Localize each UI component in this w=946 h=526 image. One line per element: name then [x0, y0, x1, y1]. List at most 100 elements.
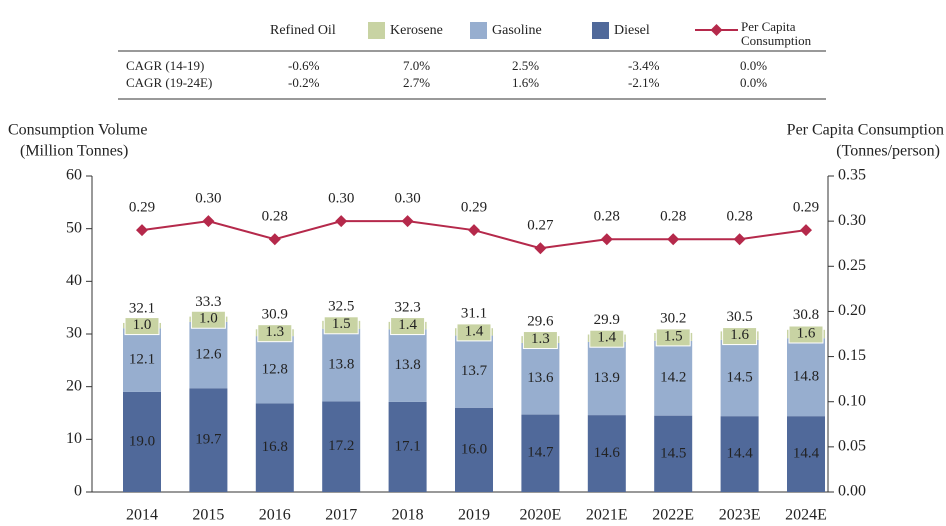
bar-segment: [654, 340, 693, 416]
x-tick-label: 2015: [192, 507, 224, 524]
y2-tick-label: 0.15: [838, 347, 866, 364]
bar-label: 14.5: [660, 445, 686, 461]
total-label: 29.6: [527, 314, 554, 330]
line-marker: [800, 224, 812, 237]
table-cell: -0.2%: [288, 75, 320, 90]
line-marker: [600, 233, 613, 246]
bar-label: 13.7: [461, 363, 488, 379]
bar-label: 1.0: [199, 311, 218, 327]
line-marker: [202, 215, 215, 228]
total-label: 31.1: [461, 306, 487, 322]
bar-label: 17.1: [394, 438, 420, 454]
label-box: [257, 324, 293, 343]
y2-tick-label: 0.25: [838, 257, 866, 274]
total-label: 32.3: [394, 299, 420, 315]
x-tick-label: 2022E: [652, 507, 694, 524]
bar-segment: [654, 415, 693, 492]
bar-label: 12.1: [129, 352, 155, 368]
bar-label: 1.3: [265, 324, 284, 340]
total-label: 32.5: [328, 298, 354, 314]
y2-axis-title: (Tonnes/person): [836, 143, 940, 160]
table-cell: 2.7%: [403, 75, 430, 90]
y2-tick-label: 0.00: [838, 483, 866, 500]
x-tick-label: 2020E: [520, 507, 562, 524]
bar-label: 12.6: [195, 347, 222, 363]
line-marker: [733, 233, 746, 246]
bar-segment: [455, 407, 493, 492]
label-box: [522, 331, 558, 350]
x-tick-label: 2014: [126, 507, 158, 524]
x-tick-label: 2024E: [785, 507, 827, 524]
line-label: 0.29: [461, 200, 487, 216]
table-cell: -3.4%: [628, 58, 660, 73]
line-label: 0.28: [660, 209, 686, 225]
bar-segment: [322, 328, 361, 402]
bar-segment: [123, 391, 161, 492]
bar-label: 14.7: [527, 445, 554, 461]
line-label: 0.30: [195, 191, 221, 207]
table-row-label: CAGR (19-24E): [126, 75, 212, 90]
bar-label: 14.8: [793, 369, 819, 385]
table-cell: 0.0%: [740, 58, 767, 73]
y-axis-title: Consumption Volume: [8, 122, 147, 139]
bar-label: 14.6: [594, 445, 621, 461]
label-box: [190, 310, 226, 329]
bar-segment: [787, 416, 825, 492]
bar-label: 17.2: [328, 438, 354, 454]
y2-axis-title: Per Capita Consumption: [787, 122, 944, 139]
label-box: [655, 328, 691, 347]
line-marker: [468, 224, 480, 237]
x-tick-label: 2023E: [719, 507, 761, 524]
x-tick-label: 2016: [259, 507, 291, 524]
line-marker: [335, 215, 348, 228]
x-tick-label: 2021E: [586, 507, 628, 524]
bar-segment: [123, 328, 161, 392]
bar-label: 14.4: [793, 446, 820, 462]
legend-label: Per Capita Consumption: [741, 19, 812, 48]
bar-segment: [455, 335, 493, 408]
bar-segment: [388, 329, 427, 402]
bar-segment: [255, 336, 294, 404]
line-label: 0.28: [726, 209, 752, 225]
legend-swatch: [592, 22, 609, 39]
bar-segment: [787, 338, 825, 417]
bar-label: 1.0: [133, 317, 152, 333]
label-box: [390, 317, 426, 336]
label-box: [589, 329, 625, 348]
bar-label: 1.5: [664, 328, 683, 344]
line-marker: [667, 233, 680, 246]
table-cell: 2.5%: [512, 58, 539, 73]
y-tick-label: 60: [66, 167, 82, 184]
y-tick-label: 20: [66, 377, 82, 394]
bar-label: 1.4: [398, 317, 417, 333]
table-cell: 1.6%: [512, 75, 539, 90]
bar-label: 1.6: [797, 325, 816, 341]
bar-label: 13.8: [328, 357, 354, 373]
bar-segment: [720, 416, 759, 492]
table-cell: 0.0%: [740, 75, 767, 90]
label-box: [722, 327, 758, 346]
bar-label: 16.0: [461, 441, 487, 457]
line-label: 0.30: [394, 191, 420, 207]
bar-segment: [189, 321, 228, 389]
table-cell: -0.6%: [288, 58, 320, 73]
line-marker: [401, 215, 414, 228]
bar-segment: [189, 388, 228, 492]
bar-label: 14.4: [726, 446, 753, 462]
label-box: [323, 316, 359, 335]
line-label: 0.29: [129, 200, 155, 216]
bar-label: 16.8: [262, 439, 288, 455]
table-cell: -2.1%: [628, 75, 660, 90]
y2-tick-label: 0.35: [838, 167, 866, 184]
line-label: 0.30: [328, 191, 354, 207]
y-tick-label: 50: [66, 219, 82, 236]
bar-label: 14.2: [660, 370, 686, 386]
bar-label: 1.4: [597, 330, 616, 346]
y-tick-label: 40: [66, 272, 82, 289]
label-box: [124, 317, 160, 336]
y2-tick-label: 0.30: [838, 212, 866, 229]
x-tick-label: 2018: [392, 507, 424, 524]
bar-label: 1.5: [332, 316, 351, 332]
line-marker: [136, 224, 148, 237]
